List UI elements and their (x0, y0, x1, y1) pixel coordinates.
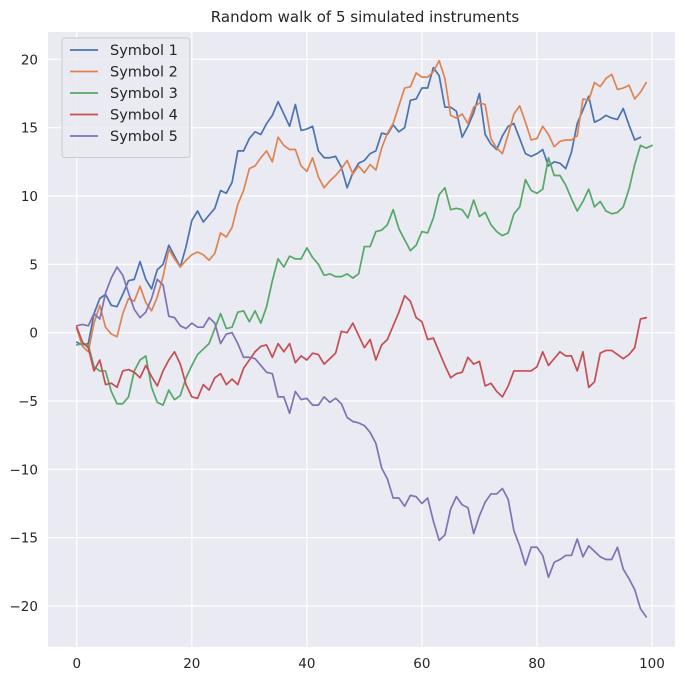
x-tick-label: 40 (298, 656, 315, 672)
x-tick-label: 80 (528, 656, 545, 672)
legend: Symbol 1 Symbol 2 Symbol 3 Symbol 4 Symbol 5 (61, 37, 191, 158)
series-line-2 (75, 59, 648, 353)
x-tick-label: 60 (413, 656, 430, 672)
series-line-4 (75, 294, 648, 400)
x-tick-label: 20 (183, 656, 200, 672)
y-tick-label: −15 (10, 531, 39, 547)
y-tick-label: −20 (10, 599, 39, 615)
x-tick-label: 100 (639, 656, 665, 672)
series-line-5 (75, 266, 648, 618)
tick-labels: 0 20 40 60 80 100 20 15 10 5 0 −5 −10 −15 −20 (10, 52, 665, 672)
y-tick-label: 20 (21, 52, 38, 68)
chart-title: Random walk of 5 simulated instruments (211, 8, 520, 26)
y-tick-label: 10 (21, 189, 38, 205)
legend-label: Symbol 4 (110, 108, 178, 124)
series-line-3 (75, 144, 653, 406)
y-tick-label: −5 (18, 394, 38, 410)
legend-label: Symbol 5 (110, 129, 178, 145)
legend-label: Symbol 3 (110, 86, 178, 102)
y-tick-label: −10 (10, 462, 39, 478)
x-tick-label: 0 (72, 656, 81, 672)
y-tick-label: 15 (21, 121, 38, 137)
y-tick-label: 0 (29, 326, 38, 342)
legend-label: Symbol 2 (110, 65, 178, 81)
series-lines (75, 59, 653, 618)
series-line-1 (75, 66, 642, 346)
legend-label: Symbol 1 (110, 43, 178, 59)
legend-box (61, 37, 191, 158)
y-tick-label: 5 (29, 257, 38, 273)
